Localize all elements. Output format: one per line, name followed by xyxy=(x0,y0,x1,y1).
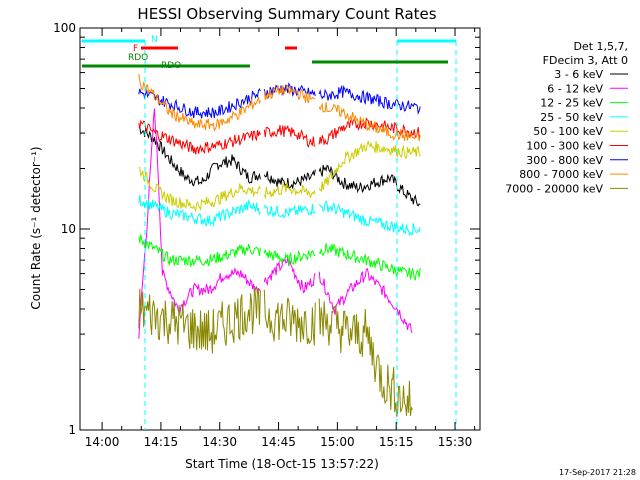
legend-entry-label: 25 - 50 keV xyxy=(540,111,603,124)
series-800-7000-kev xyxy=(138,74,421,142)
y-tick-label: 1 xyxy=(68,423,76,437)
y-tick-label: 10 xyxy=(61,222,76,236)
x-tick-label: 14:30 xyxy=(202,435,237,449)
legend-entry-label: 3 - 6 keV xyxy=(554,68,603,81)
annotation-label: N xyxy=(151,35,158,45)
annotation-label: F xyxy=(133,44,138,54)
series-50-100-kev xyxy=(138,140,421,213)
legend-header-1: Det 1,5,7, xyxy=(573,40,628,53)
series-100-300-kev xyxy=(138,117,421,155)
x-tick-label: 15:30 xyxy=(438,435,473,449)
series-7000-20000-kev xyxy=(138,286,413,417)
legend-entry-label: 100 - 300 keV xyxy=(526,140,603,153)
x-tick-label: 15:15 xyxy=(379,435,414,449)
chart-title: HESSI Observing Summary Count Rates xyxy=(137,5,436,23)
series-300-800-kev xyxy=(138,82,421,119)
legend-entry-label: 300 - 800 keV xyxy=(526,154,603,167)
y-tick-label: 100 xyxy=(53,21,76,35)
x-tick-label: 14:45 xyxy=(261,435,296,449)
legend-header-2: FDecim 3, Att 0 xyxy=(543,54,628,67)
series-12-25-kev xyxy=(138,234,421,281)
series-layer xyxy=(138,74,421,417)
legend-entry-label: 800 - 7000 keV xyxy=(519,168,603,181)
legend-entry-label: 7000 - 20000 keV xyxy=(505,182,603,195)
x-tick-label: 14:15 xyxy=(144,435,179,449)
axis-layer: 14:00 14:15 14:30 14:45 15:00 15:15 15:30 1 10 10… xyxy=(53,21,480,449)
legend-entry-label: 6 - 12 keV xyxy=(547,82,603,95)
x-axis-label: Start Time (18-Oct-15 13:57:22) xyxy=(185,457,379,471)
x-tick-label: 15:00 xyxy=(320,435,355,449)
annotation-label: RDO xyxy=(161,61,181,71)
series-25-50-kev xyxy=(138,195,421,237)
y-axis-label: Count Rate (s⁻¹ detector⁻¹) xyxy=(29,146,43,309)
legend-entry-label: 50 - 100 keV xyxy=(533,125,603,138)
legend-entry-label: 12 - 25 keV xyxy=(540,97,603,110)
footer-date: 17-Sep-2017 21:28 xyxy=(559,468,636,477)
x-tick-label: 14:00 xyxy=(85,435,120,449)
annotation-label: RDO xyxy=(128,53,148,63)
